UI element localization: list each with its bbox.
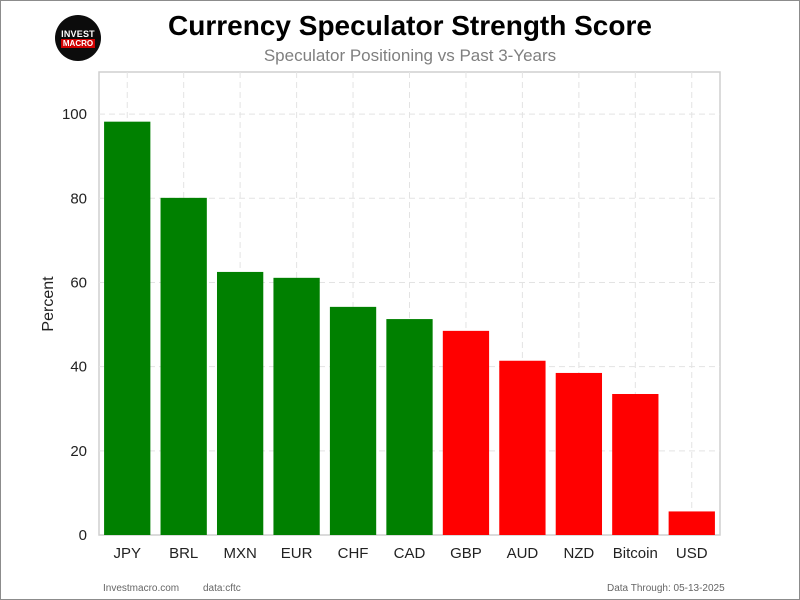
x-tick-label: NZD	[563, 545, 594, 562]
logo-line1: INVEST	[61, 28, 95, 39]
bar-mxn	[216, 271, 264, 535]
x-tick-label: AUD	[507, 545, 539, 562]
footer-date: Data Through: 05-13-2025	[607, 583, 725, 594]
bar-jpy	[104, 121, 151, 536]
footer-source: Investmacro.com	[103, 583, 180, 594]
bar-chf	[329, 306, 377, 535]
x-tick-label: CHF	[338, 545, 369, 562]
chart-subtitle: Speculator Positioning vs Past 3-Years	[263, 46, 557, 65]
x-tick-label: JPY	[113, 545, 141, 562]
y-tick-label: 80	[70, 190, 87, 207]
x-tick-label: USD	[676, 545, 708, 562]
bar-cad	[386, 319, 433, 535]
chart-title: Currency Speculator Strength Score	[168, 10, 652, 41]
bar-nzd	[555, 372, 603, 535]
y-axis-label: Percent	[40, 276, 57, 332]
x-tick-label: EUR	[281, 545, 313, 562]
x-tick-label: Bitcoin	[613, 545, 658, 562]
bar-eur	[273, 277, 320, 535]
investmacro-logo: INVEST MACRO	[55, 15, 101, 61]
y-tick-labels: 0 20 40 60 80 100	[62, 106, 87, 544]
bar-usd	[668, 511, 715, 535]
logo-line2: MACRO	[60, 38, 96, 48]
y-tick-label: 100	[62, 106, 87, 123]
x-tick-labels: JPY BRL MXN EUR CHF CAD GBP AUD NZD Bitcoin USD	[113, 545, 707, 562]
x-tick-label: BRL	[169, 545, 198, 562]
bar-brl	[160, 197, 207, 536]
bar-bitcoin	[612, 393, 659, 535]
x-tick-label: GBP	[450, 545, 482, 562]
y-tick-label: 0	[79, 527, 87, 544]
bar-aud	[499, 360, 546, 535]
y-tick-label: 40	[70, 359, 87, 376]
x-tick-label: CAD	[394, 545, 426, 562]
bar-gbp	[442, 330, 490, 535]
bars	[104, 121, 715, 536]
footer-data: data:cftc	[203, 583, 241, 594]
y-tick-label: 20	[70, 443, 87, 460]
x-tick-label: MXN	[223, 545, 256, 562]
y-tick-label: 60	[70, 274, 87, 291]
